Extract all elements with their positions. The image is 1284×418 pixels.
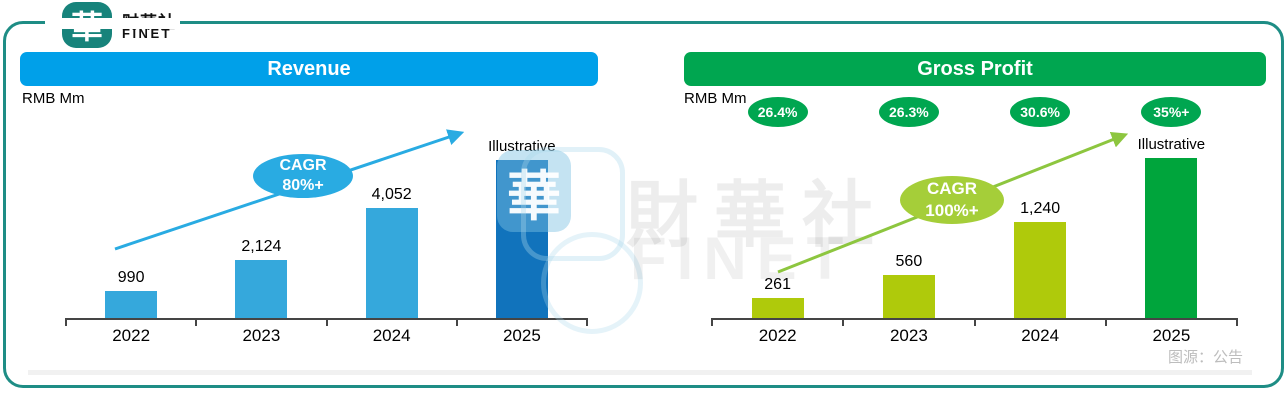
image-source-note: 图源：公告: [1167, 349, 1243, 366]
footer-strip: [28, 370, 1252, 375]
gross-profit-unit-label: RMB Mm: [684, 90, 747, 107]
border-logo-gap: [45, 18, 180, 29]
gross-profit-chart-title: Gross Profit: [684, 52, 1266, 86]
brand-name-en: FINET: [122, 26, 173, 41]
revenue-chart-title: Revenue: [20, 52, 598, 86]
revenue-unit-label: RMB Mm: [22, 90, 85, 107]
gross-profit-cagr-bubble: CAGR 100%+: [900, 176, 1004, 224]
revenue-cagr-value: 80%+: [282, 177, 324, 194]
gross-profit-cagr-value: 100%+: [925, 201, 979, 220]
content-panel-border: [3, 21, 1284, 388]
revenue-cagr-bubble: CAGR 80%+: [253, 154, 353, 198]
gross-profit-cagr-label: CAGR: [926, 179, 978, 198]
revenue-cagr-label: CAGR: [279, 157, 327, 174]
